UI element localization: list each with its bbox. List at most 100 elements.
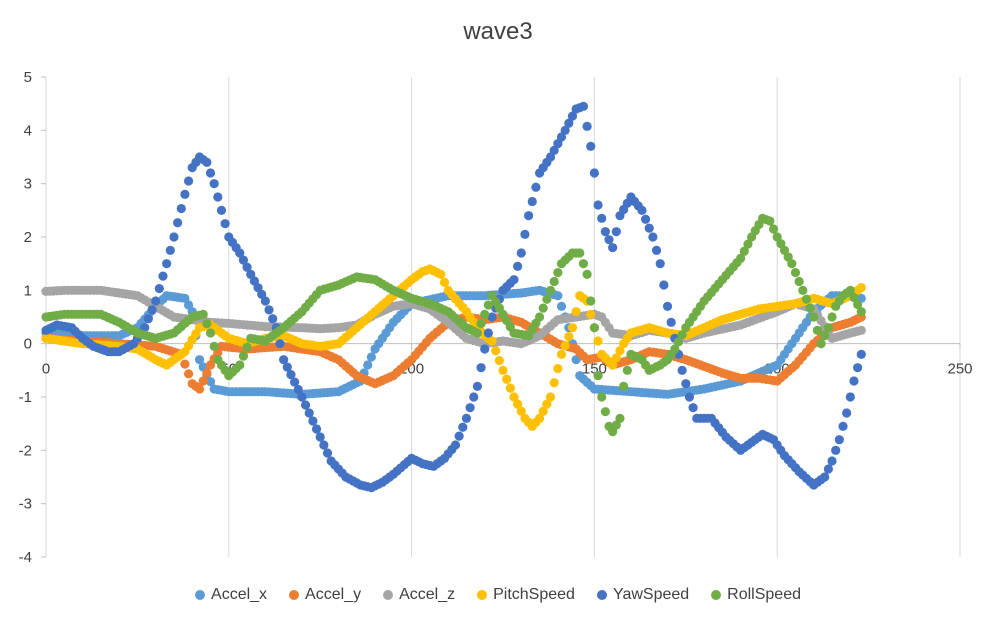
series-RollSpeed: [41, 213, 866, 437]
data-point: [743, 239, 753, 249]
data-point: [604, 235, 614, 245]
data-point: [820, 331, 830, 341]
data-point: [556, 301, 567, 311]
data-point: [567, 111, 578, 121]
data-point: [597, 213, 607, 223]
data-point: [476, 319, 486, 329]
data-point: [322, 448, 333, 458]
data-point: [173, 218, 183, 228]
data-point: [648, 232, 658, 242]
data-point: [827, 312, 837, 322]
data-point: [567, 323, 578, 333]
data-point: [853, 299, 863, 310]
data-point: [509, 275, 519, 285]
y-tick-label: 5: [24, 69, 32, 86]
data-point: [637, 205, 647, 215]
data-point: [571, 307, 581, 317]
series-YawSpeed: [41, 101, 866, 493]
data-point: [205, 168, 216, 178]
data-point: [684, 392, 695, 402]
data-point: [143, 314, 153, 324]
data-point: [205, 377, 216, 387]
data-point: [655, 259, 665, 269]
data-point: [856, 283, 866, 293]
data-point: [553, 291, 563, 301]
data-point: [739, 246, 749, 256]
data-point: [491, 346, 501, 356]
legend-marker-icon: [711, 590, 722, 600]
data-point: [816, 339, 826, 349]
data-point: [523, 211, 534, 221]
legend-item: Accel_z: [383, 586, 455, 604]
data-point: [282, 362, 292, 372]
data-point: [597, 392, 607, 402]
data-point: [494, 355, 504, 366]
data-point: [845, 392, 855, 402]
data-point: [600, 227, 610, 237]
data-point: [505, 383, 515, 393]
data-point: [586, 141, 596, 151]
legend-marker-icon: [477, 590, 488, 600]
data-point: [831, 445, 841, 455]
data-point: [165, 245, 175, 255]
data-point: [520, 229, 530, 239]
data-point: [834, 435, 844, 445]
data-point: [662, 301, 673, 311]
data-point: [768, 224, 779, 234]
data-point: [235, 248, 245, 258]
data-point: [575, 248, 585, 258]
data-point: [436, 269, 446, 279]
legend-item: Accel_y: [289, 586, 361, 604]
data-point: [242, 262, 252, 272]
data-point: [582, 269, 592, 279]
data-point: [564, 331, 574, 342]
data-point: [461, 413, 472, 423]
data-point: [531, 182, 541, 192]
data-point: [571, 355, 581, 365]
data-point: [205, 328, 216, 338]
data-point: [560, 125, 570, 135]
data-point: [838, 421, 848, 431]
data-point: [856, 325, 866, 335]
data-point: [644, 223, 654, 233]
data-point: [480, 344, 490, 354]
data-point: [509, 392, 519, 402]
data-point: [209, 341, 219, 351]
data-point: [209, 179, 219, 189]
legend-marker-icon: [383, 590, 394, 600]
data-point: [787, 259, 797, 269]
data-point: [279, 355, 289, 365]
data-point: [469, 392, 479, 402]
data-point: [681, 379, 691, 389]
data-point: [487, 336, 497, 346]
data-point: [242, 342, 252, 352]
data-point: [586, 296, 596, 306]
y-tick-label: 1: [24, 282, 32, 299]
data-point: [827, 456, 837, 466]
data-point: [578, 259, 589, 269]
data-point: [154, 283, 164, 294]
legend: Accel_x Accel_y Accel_z PitchSpeed YawSpeed R…: [0, 586, 996, 604]
data-point: [194, 384, 205, 394]
data-point: [513, 261, 523, 271]
data-point: [275, 339, 285, 349]
data-point: [169, 232, 179, 242]
data-point: [513, 399, 523, 409]
data-point: [556, 349, 567, 359]
y-tick-label: 3: [24, 176, 32, 193]
data-point: [615, 346, 625, 356]
legend-label: YawSpeed: [612, 586, 690, 603]
data-point: [363, 360, 373, 370]
data-point: [202, 319, 212, 329]
data-point: [264, 305, 274, 315]
data-point: [688, 403, 698, 413]
data-point: [677, 365, 687, 375]
data-point: [812, 325, 823, 335]
data-point: [198, 309, 208, 319]
data-point: [805, 303, 815, 313]
data-point: [268, 314, 278, 324]
data-point: [260, 296, 270, 306]
data-point: [790, 267, 801, 278]
